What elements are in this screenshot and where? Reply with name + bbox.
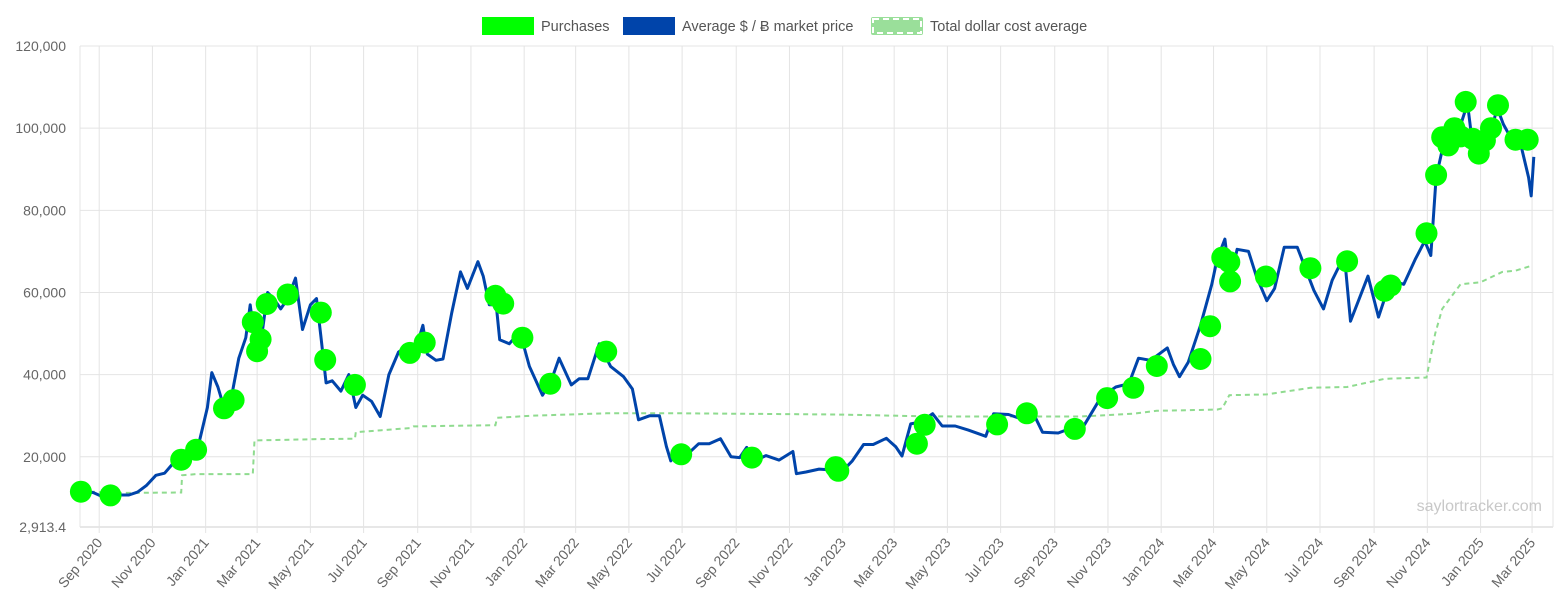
purchase-point[interactable] xyxy=(905,432,928,455)
y-tick-label: 80,000 xyxy=(23,202,66,218)
purchase-point[interactable] xyxy=(249,328,272,351)
x-tick-label: May 2022 xyxy=(583,534,635,592)
legend-label: Total dollar cost average xyxy=(930,19,1087,35)
legend-label: Purchases xyxy=(541,19,610,35)
purchase-point[interactable] xyxy=(1063,417,1086,440)
purchase-point[interactable] xyxy=(670,443,693,466)
x-tick-label: Nov 2023 xyxy=(1063,534,1114,590)
x-tick-label: Mar 2025 xyxy=(1488,534,1538,590)
x-axis: Sep 2020 Nov 2020 Jan 2021 Mar 2021 May 2021… xyxy=(55,534,1539,592)
purchase-point[interactable] xyxy=(1425,164,1448,186)
x-tick-label: Jan 2021 xyxy=(163,534,212,589)
x-tick-label: Jan 2022 xyxy=(481,534,530,589)
purchase-point[interactable] xyxy=(276,283,299,306)
series-layer xyxy=(80,102,1536,499)
purchase-point[interactable] xyxy=(1199,315,1222,338)
grid-lines xyxy=(79,45,1554,533)
purchase-point[interactable] xyxy=(740,446,763,469)
legend-item[interactable]: Total dollar cost average xyxy=(871,17,1087,35)
purchase-point[interactable] xyxy=(1096,387,1119,410)
legend-swatch xyxy=(482,17,534,35)
y-tick-label: 2,913.4 xyxy=(19,519,66,535)
purchase-points xyxy=(69,90,1539,507)
legend-swatch-dash xyxy=(872,18,922,34)
purchase-point[interactable] xyxy=(827,459,850,482)
purchase-point[interactable] xyxy=(1189,348,1212,370)
purchase-point[interactable] xyxy=(1218,251,1241,274)
purchase-point[interactable] xyxy=(185,438,208,461)
purchase-point[interactable] xyxy=(1015,402,1038,425)
purchase-point[interactable] xyxy=(595,340,618,363)
legend-swatch xyxy=(871,17,923,35)
y-axis: 2,913.4 20,000 40,000 60,000 80,000 100,000 12… xyxy=(15,38,66,535)
purchase-point[interactable] xyxy=(913,413,936,436)
purchase-point[interactable] xyxy=(1122,376,1145,399)
legend-label: Average $ / Ƀ market price xyxy=(682,19,853,35)
series-total-dollar-cost-average xyxy=(80,264,1532,495)
purchase-point[interactable] xyxy=(222,389,245,412)
purchase-point[interactable] xyxy=(1336,250,1359,273)
purchase-point[interactable] xyxy=(1415,222,1438,245)
purchase-point[interactable] xyxy=(1145,355,1168,377)
x-tick-label: Jul 2021 xyxy=(324,534,370,585)
purchase-point[interactable] xyxy=(1379,274,1402,297)
legend-item[interactable]: Average $ / Ƀ market price xyxy=(623,17,853,35)
purchase-point[interactable] xyxy=(1454,90,1477,113)
x-tick-label: Jul 2023 xyxy=(961,534,1007,585)
purchase-point[interactable] xyxy=(255,293,278,315)
x-tick-label: Sep 2020 xyxy=(55,534,106,590)
x-tick-label: May 2024 xyxy=(1221,534,1273,592)
x-tick-label: Sep 2021 xyxy=(373,534,424,590)
x-tick-label: Nov 2021 xyxy=(426,534,477,590)
purchase-point[interactable] xyxy=(241,311,264,334)
x-tick-label: Nov 2020 xyxy=(108,534,159,590)
purchase-point[interactable] xyxy=(99,484,122,507)
y-tick-label: 20,000 xyxy=(23,449,66,465)
x-tick-label: Nov 2022 xyxy=(745,534,796,590)
x-tick-label: Jul 2022 xyxy=(642,534,688,585)
purchase-point[interactable] xyxy=(986,413,1009,436)
legend-swatch xyxy=(623,17,675,35)
y-tick-label: 120,000 xyxy=(15,38,66,54)
purchase-point[interactable] xyxy=(314,348,337,371)
x-tick-label: Sep 2023 xyxy=(1010,534,1061,590)
purchase-point[interactable] xyxy=(1480,117,1502,140)
x-tick-label: Mar 2021 xyxy=(213,534,263,590)
x-tick-label: Jul 2024 xyxy=(1280,534,1326,585)
x-tick-label: Jan 2025 xyxy=(1438,534,1487,589)
x-tick-label: May 2023 xyxy=(902,534,954,592)
x-tick-label: Nov 2024 xyxy=(1383,534,1434,590)
x-tick-label: Jan 2023 xyxy=(800,534,849,589)
series-average-market-price xyxy=(80,102,1536,499)
purchase-point[interactable] xyxy=(413,331,436,354)
purchase-point[interactable] xyxy=(1487,94,1509,117)
legend[interactable]: Purchases Average $ / Ƀ market price Total… xyxy=(482,17,1087,35)
legend-item[interactable]: Purchases xyxy=(482,17,610,35)
purchase-point[interactable] xyxy=(343,373,366,396)
x-tick-label: Mar 2022 xyxy=(532,534,582,590)
x-tick-label: Sep 2024 xyxy=(1330,534,1381,590)
watermark: saylortracker.com xyxy=(1417,498,1542,515)
y-tick-label: 100,000 xyxy=(15,120,66,136)
purchase-point[interactable] xyxy=(1254,265,1277,288)
purchase-point[interactable] xyxy=(309,301,332,324)
purchase-point[interactable] xyxy=(511,326,534,349)
purchase-point[interactable] xyxy=(1219,270,1242,293)
purchase-point[interactable] xyxy=(69,480,92,503)
y-tick-label: 60,000 xyxy=(23,284,66,300)
purchase-point[interactable] xyxy=(1299,257,1322,280)
y-tick-label: 40,000 xyxy=(23,367,66,383)
purchase-point[interactable] xyxy=(492,292,515,315)
x-tick-label: Sep 2022 xyxy=(692,534,743,590)
x-tick-label: Mar 2024 xyxy=(1170,534,1220,590)
purchase-point[interactable] xyxy=(539,372,562,395)
x-tick-label: Jan 2024 xyxy=(1118,534,1167,589)
x-tick-label: May 2021 xyxy=(265,534,317,592)
purchase-point[interactable] xyxy=(1516,128,1539,151)
x-tick-label: Mar 2023 xyxy=(850,534,900,590)
